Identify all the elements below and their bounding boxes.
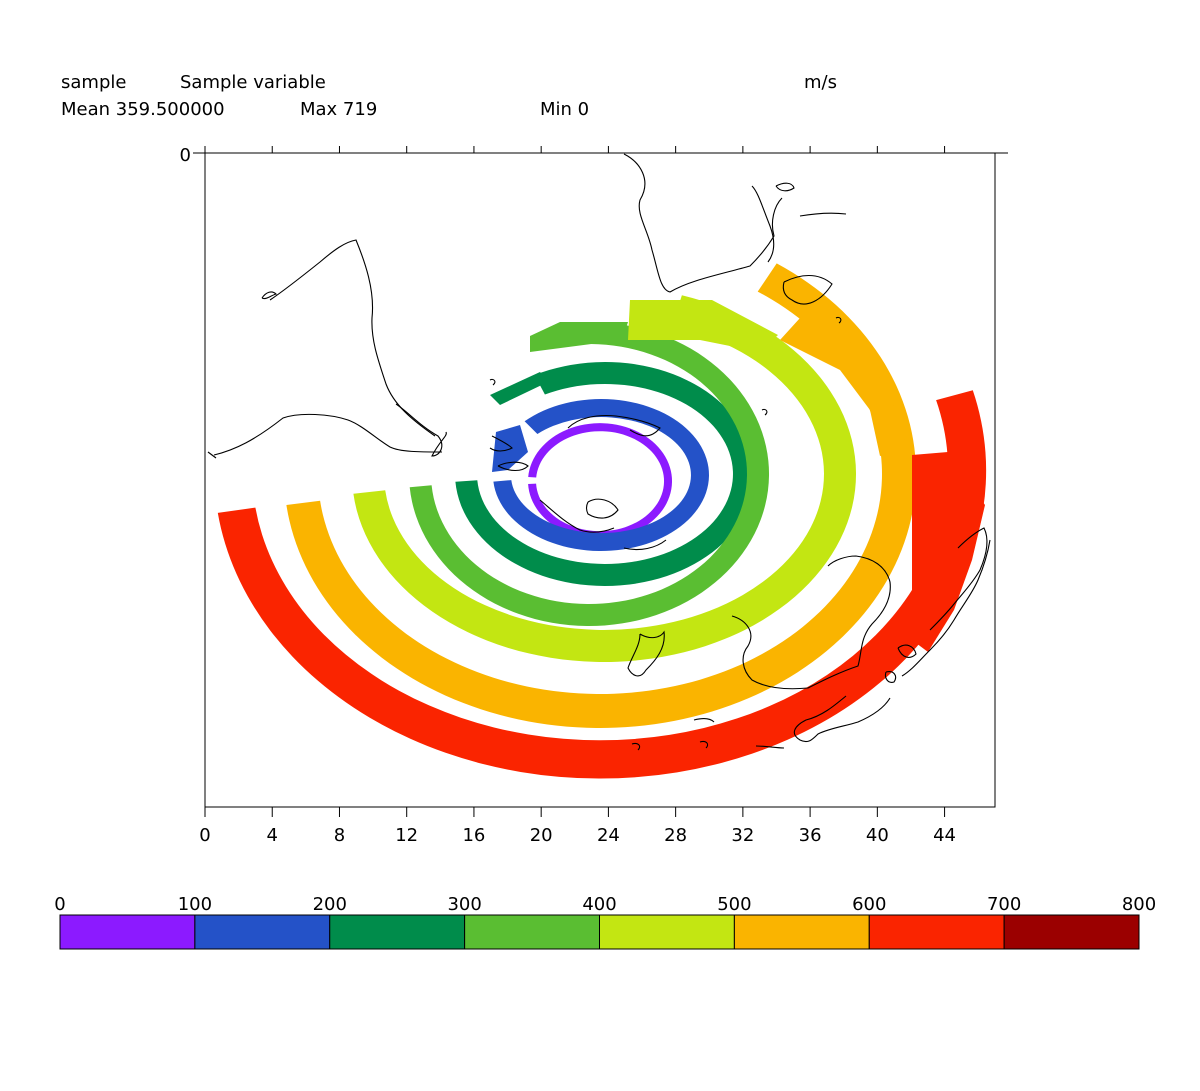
ring-600-700-wedge bbox=[912, 452, 985, 652]
colorbar-label: 700 bbox=[987, 894, 1021, 915]
x-tick-label: 12 bbox=[395, 825, 418, 846]
ring-0-100 bbox=[528, 423, 673, 540]
ring-400-500-block bbox=[628, 300, 778, 352]
mean-label: Mean 359.500000 bbox=[61, 99, 225, 120]
colorbar-label: 200 bbox=[313, 894, 347, 915]
polar-plot: 0 4 8 12 16 20 24 28 32 36 40 44 0 bbox=[180, 145, 1008, 846]
max-label: Max 719 bbox=[300, 99, 378, 120]
colorbar-label: 400 bbox=[582, 894, 616, 915]
x-axis: 0 4 8 12 16 20 24 28 32 36 40 44 bbox=[199, 146, 956, 846]
colorbar-segment bbox=[599, 914, 735, 950]
variable-name: sample bbox=[61, 72, 127, 93]
colorbar-segment bbox=[868, 914, 1005, 950]
colorbar-label: 500 bbox=[717, 894, 751, 915]
x-tick-label: 16 bbox=[462, 825, 485, 846]
rings-layer bbox=[217, 263, 987, 779]
x-tick-label: 28 bbox=[664, 825, 687, 846]
x-tick-label: 8 bbox=[334, 825, 345, 846]
colorbar-segment bbox=[329, 914, 466, 950]
colorbar-segment bbox=[464, 914, 600, 950]
y-axis: 0 bbox=[180, 145, 205, 166]
variable-long-name: Sample variable bbox=[180, 72, 326, 93]
colorbar-segment bbox=[733, 914, 870, 950]
units-label: m/s bbox=[804, 72, 837, 93]
ring-200-300-block bbox=[490, 372, 548, 405]
ring-500-600-block bbox=[780, 318, 908, 456]
colorbar-label: 100 bbox=[178, 894, 212, 915]
x-tick-label: 36 bbox=[799, 825, 822, 846]
x-tick-label: 20 bbox=[530, 825, 553, 846]
colorbar: 0 100 200 300 400 500 600 700 800 bbox=[54, 894, 1156, 950]
x-tick-label: 24 bbox=[597, 825, 620, 846]
colorbar-label: 800 bbox=[1122, 894, 1156, 915]
coastline bbox=[207, 153, 991, 751]
ring-100-200 bbox=[493, 399, 709, 552]
x-tick-label: 44 bbox=[933, 825, 956, 846]
colorbar-segment bbox=[1003, 914, 1140, 950]
y-tick-label: 0 bbox=[180, 145, 191, 166]
ring-300-400-block bbox=[530, 322, 628, 352]
colorbar-label: 300 bbox=[447, 894, 481, 915]
colorbar-label: 600 bbox=[852, 894, 886, 915]
colorbar-segment bbox=[194, 914, 331, 950]
x-tick-label: 0 bbox=[199, 825, 210, 846]
frame-box bbox=[204, 152, 996, 808]
colorbar-label: 0 bbox=[54, 894, 65, 915]
x-tick-label: 32 bbox=[731, 825, 754, 846]
x-tick-label: 4 bbox=[267, 825, 278, 846]
plot-frame bbox=[204, 152, 1008, 808]
x-tick-label: 40 bbox=[866, 825, 889, 846]
colorbar-segment bbox=[59, 914, 196, 950]
min-label: Min 0 bbox=[540, 99, 590, 120]
